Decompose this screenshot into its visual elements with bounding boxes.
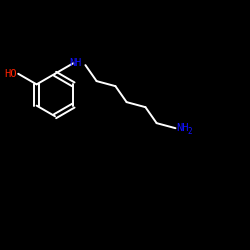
Text: H: H — [74, 58, 81, 68]
Text: 2: 2 — [188, 128, 192, 136]
Text: N: N — [69, 58, 75, 68]
Text: NH: NH — [177, 123, 189, 133]
Text: HO: HO — [4, 69, 17, 79]
